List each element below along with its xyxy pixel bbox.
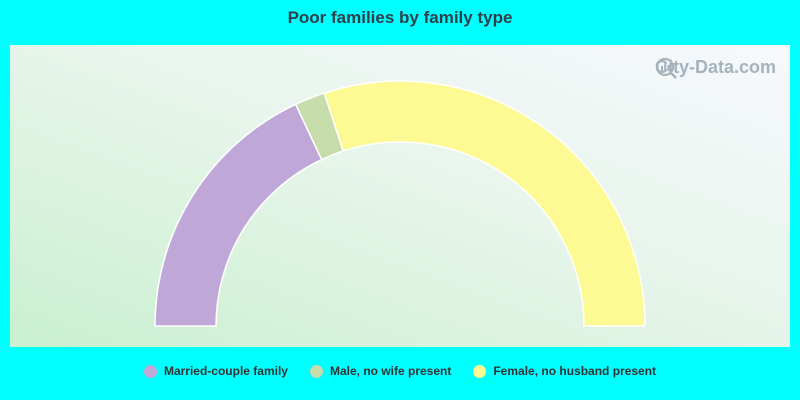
- legend-item[interactable]: Married-couple family: [143, 364, 288, 378]
- legend-item[interactable]: Female, no husband present: [473, 364, 656, 378]
- magnifier-chart-icon: [655, 57, 677, 79]
- legend-swatch: [309, 364, 323, 378]
- legend-item[interactable]: Male, no wife present: [309, 364, 452, 378]
- legend-label: Male, no wife present: [329, 364, 452, 378]
- half-donut-chart: [154, 80, 646, 327]
- legend-label: Female, no husband present: [493, 364, 657, 378]
- plot-area: City-Data.com: [10, 45, 790, 347]
- watermark: City-Data.com: [654, 57, 776, 79]
- slice-female-no-husband-present[interactable]: [323, 80, 646, 327]
- watermark-text: City-Data.com: [654, 57, 776, 77]
- chart-title: Poor families by family type: [287, 8, 513, 27]
- legend: Married-couple family Male, no wife prese…: [0, 364, 800, 378]
- legend-swatch: [143, 364, 157, 378]
- slice-married-couple-family[interactable]: [154, 103, 323, 327]
- legend-label: Married-couple family: [163, 364, 288, 378]
- legend-swatch: [473, 364, 487, 378]
